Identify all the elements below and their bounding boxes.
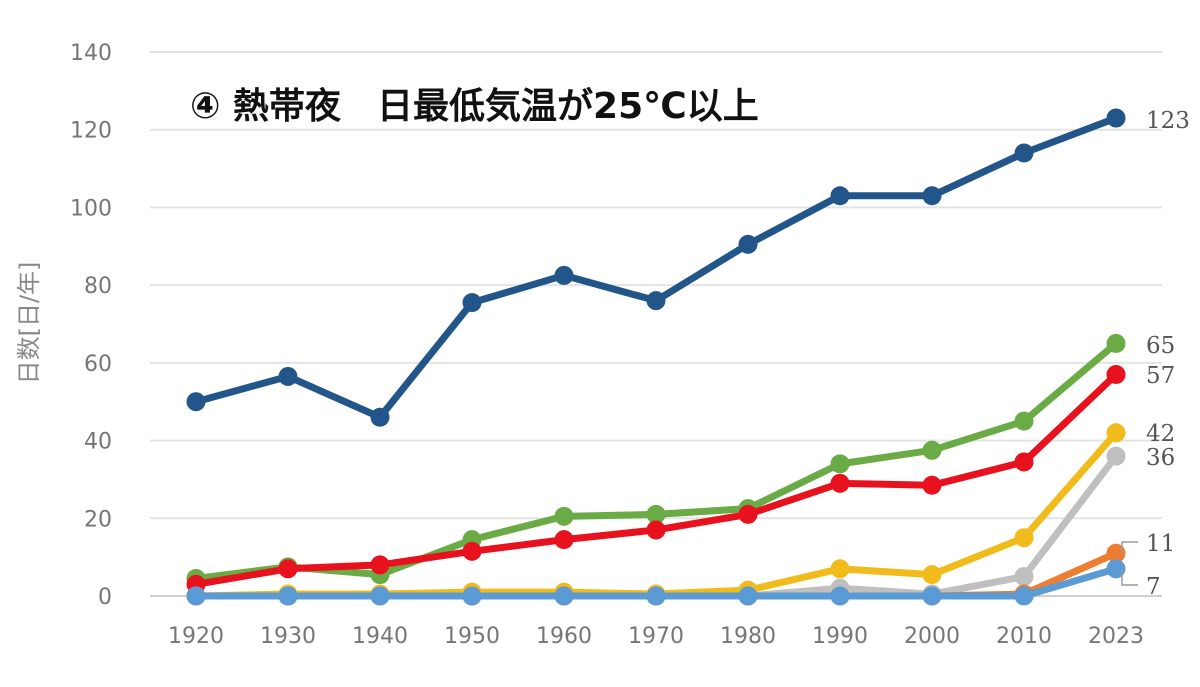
data-point xyxy=(1106,365,1126,385)
data-point xyxy=(646,291,666,311)
end-label: 57 xyxy=(1146,363,1175,389)
data-point xyxy=(1106,559,1126,579)
chart-title: ④ 熱帯夜 日最低気温が25℃以上 xyxy=(190,86,759,127)
data-point xyxy=(830,473,850,493)
data-point xyxy=(646,586,666,606)
data-point xyxy=(922,475,942,495)
data-point xyxy=(830,186,850,206)
data-point xyxy=(1106,446,1126,466)
x-tick-label: 2010 xyxy=(996,624,1052,649)
data-point xyxy=(554,586,574,606)
data-point xyxy=(922,186,942,206)
x-tick-label: 1980 xyxy=(720,624,776,649)
x-tick-label: 1970 xyxy=(628,624,684,649)
data-point xyxy=(1014,586,1034,606)
end-label: 11 xyxy=(1146,531,1175,557)
data-point xyxy=(830,586,850,606)
data-point xyxy=(646,520,666,540)
end-label: 42 xyxy=(1146,421,1175,447)
data-point xyxy=(370,407,390,427)
y-tick-label: 100 xyxy=(70,196,112,221)
x-tick-label: 1930 xyxy=(260,624,316,649)
leader-line xyxy=(1121,570,1138,586)
y-tick-label: 140 xyxy=(70,41,112,66)
x-tick-label: 1960 xyxy=(536,624,592,649)
data-point xyxy=(554,506,574,526)
data-point xyxy=(922,565,942,585)
data-point xyxy=(370,586,390,606)
series-2 xyxy=(186,365,1126,594)
y-axis-label: 日数[日/年] xyxy=(15,262,43,385)
gridlines xyxy=(150,51,1162,597)
end-label: 36 xyxy=(1146,445,1175,471)
y-tick-label: 0 xyxy=(98,585,112,610)
data-point xyxy=(554,265,574,285)
data-point xyxy=(1106,423,1126,443)
data-point xyxy=(462,293,482,313)
data-point xyxy=(738,586,758,606)
x-tick-label: 1990 xyxy=(812,624,868,649)
x-tick-label: 1940 xyxy=(352,624,408,649)
data-point xyxy=(370,555,390,575)
end-label: 123 xyxy=(1146,108,1190,134)
data-point xyxy=(1106,543,1126,563)
data-point xyxy=(1014,143,1034,163)
data-point xyxy=(186,392,206,412)
x-tick-label: 2000 xyxy=(904,624,960,649)
data-point xyxy=(462,541,482,561)
data-point xyxy=(1106,333,1126,353)
end-label: 7 xyxy=(1146,574,1161,600)
x-tick-label: 2023 xyxy=(1088,624,1144,649)
data-point xyxy=(462,586,482,606)
series-0 xyxy=(186,108,1126,427)
data-point xyxy=(1014,567,1034,587)
y-tick-label: 120 xyxy=(70,119,112,144)
y-tick-label: 60 xyxy=(84,352,112,377)
series-line xyxy=(192,114,1120,421)
data-point xyxy=(278,586,298,606)
y-tick-label: 80 xyxy=(84,274,112,299)
x-axis-ticks: 1920 1930 1940 1950 1960 1970 1980 1990 2000 2010… xyxy=(168,624,1144,649)
data-point xyxy=(278,559,298,579)
data-point xyxy=(830,559,850,579)
data-point xyxy=(278,366,298,386)
data-point xyxy=(186,586,206,606)
leader-line xyxy=(1121,541,1138,553)
data-point xyxy=(646,504,666,524)
data-point xyxy=(554,530,574,550)
data-point xyxy=(1014,411,1034,431)
series-group xyxy=(186,108,1126,606)
data-point xyxy=(1106,108,1126,128)
data-point xyxy=(922,586,942,606)
data-point xyxy=(738,234,758,254)
series-5 xyxy=(186,559,1126,606)
data-point xyxy=(1014,452,1034,472)
y-tick-label: 20 xyxy=(84,507,112,532)
data-point xyxy=(738,504,758,524)
y-tick-label: 40 xyxy=(84,430,112,455)
series-line xyxy=(192,339,1120,583)
end-label: 65 xyxy=(1146,333,1175,359)
data-point xyxy=(1014,528,1034,548)
x-tick-label: 1920 xyxy=(168,624,224,649)
y-axis-ticks: 0 20 40 60 80 100 120 140 xyxy=(70,41,112,610)
x-tick-label: 1950 xyxy=(444,624,500,649)
leader-lines xyxy=(1121,541,1138,586)
data-point xyxy=(922,440,942,460)
data-point xyxy=(830,454,850,474)
